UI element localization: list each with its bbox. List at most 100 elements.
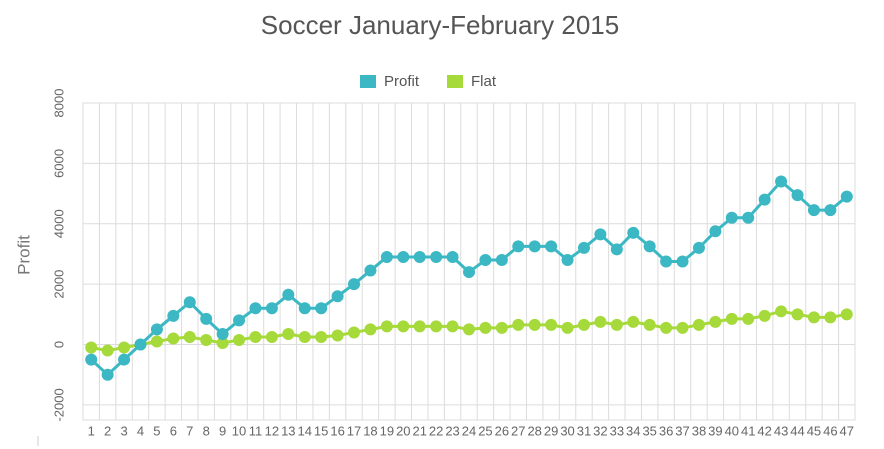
y-axis-title: Profit <box>14 235 33 275</box>
data-point <box>561 321 574 334</box>
data-point <box>364 264 377 277</box>
x-tick-label: 39 <box>708 423 722 438</box>
data-point <box>118 341 131 354</box>
x-tick-label: 5 <box>153 423 160 438</box>
data-point <box>200 312 213 325</box>
data-point <box>512 240 525 253</box>
x-tick-label: 22 <box>429 423 443 438</box>
data-point <box>216 327 229 340</box>
x-tick-label: 17 <box>347 423 361 438</box>
legend-swatch <box>360 75 376 88</box>
data-point <box>200 333 213 346</box>
data-point <box>758 193 771 206</box>
data-point <box>742 312 755 325</box>
x-tick-label: 3 <box>120 423 127 438</box>
data-point <box>364 323 377 336</box>
data-point <box>594 228 607 241</box>
x-tick-label: 43 <box>774 423 788 438</box>
data-point <box>775 305 788 318</box>
x-tick-label: 4 <box>137 423 144 438</box>
x-tick-label: 35 <box>642 423 656 438</box>
x-tick-label: 26 <box>495 423 509 438</box>
x-tick-label: 14 <box>298 423 312 438</box>
data-point <box>183 330 196 343</box>
data-point <box>167 332 180 345</box>
data-point <box>380 320 393 333</box>
data-point <box>824 311 837 324</box>
data-point <box>692 318 705 331</box>
x-tick-label: 1 <box>88 423 95 438</box>
data-point <box>577 241 590 254</box>
data-point <box>430 250 443 263</box>
data-point <box>85 353 98 366</box>
data-point <box>150 335 163 348</box>
x-tick-label: 28 <box>527 423 541 438</box>
x-tick-label: 2 <box>104 423 111 438</box>
x-tick-label: 21 <box>412 423 426 438</box>
x-tick-label: 7 <box>186 423 193 438</box>
chart-title: Soccer January-February 2015 <box>261 10 619 40</box>
legend-label: Profit <box>384 73 420 90</box>
x-tick-label: 30 <box>560 423 574 438</box>
data-point <box>495 321 508 334</box>
data-point <box>397 250 410 263</box>
data-point <box>577 318 590 331</box>
x-tick-label: 33 <box>610 423 624 438</box>
data-point <box>643 240 656 253</box>
x-tick-label: 31 <box>577 423 591 438</box>
x-tick-label: 46 <box>823 423 837 438</box>
data-point <box>446 250 459 263</box>
data-point <box>282 327 295 340</box>
x-tick-label: 8 <box>203 423 210 438</box>
data-point <box>807 204 820 217</box>
data-point <box>660 255 673 268</box>
data-point <box>118 353 131 366</box>
data-point <box>298 330 311 343</box>
data-point <box>528 240 541 253</box>
data-point <box>348 326 361 339</box>
data-point <box>315 330 328 343</box>
data-point <box>216 337 229 350</box>
x-tick-label: 25 <box>478 423 492 438</box>
x-tick-label: 15 <box>314 423 328 438</box>
data-point <box>627 226 640 239</box>
legend-label: Flat <box>471 73 497 90</box>
x-tick-label: 36 <box>659 423 673 438</box>
data-point <box>676 255 689 268</box>
data-point <box>233 333 246 346</box>
x-tick-label: 40 <box>725 423 739 438</box>
data-point <box>545 240 558 253</box>
data-point <box>545 318 558 331</box>
data-point <box>709 225 722 238</box>
x-tick-label: 12 <box>265 423 279 438</box>
data-point <box>348 278 361 291</box>
data-point <box>446 320 459 333</box>
data-point <box>397 320 410 333</box>
data-point <box>463 323 475 336</box>
data-point <box>528 318 541 331</box>
data-point <box>101 344 114 357</box>
data-point <box>824 204 837 217</box>
x-tick-label: 13 <box>281 423 295 438</box>
data-point <box>249 302 262 315</box>
data-point <box>561 253 574 266</box>
data-point <box>331 290 344 303</box>
data-point <box>791 189 804 202</box>
data-point <box>298 302 311 315</box>
data-point <box>413 250 426 263</box>
data-point <box>610 318 623 331</box>
data-point <box>134 338 147 351</box>
data-point <box>85 341 98 354</box>
plot-border <box>82 102 856 421</box>
data-point <box>594 315 607 328</box>
data-point <box>791 308 804 321</box>
data-point <box>676 321 689 334</box>
data-point <box>331 329 344 342</box>
x-tick-label: 24 <box>462 423 476 438</box>
data-point <box>807 311 820 324</box>
y-tick-label: 4000 <box>51 209 66 238</box>
x-tick-label: 45 <box>807 423 821 438</box>
data-point <box>610 243 623 256</box>
x-tick-label: 47 <box>840 423 854 438</box>
data-point <box>380 250 393 263</box>
